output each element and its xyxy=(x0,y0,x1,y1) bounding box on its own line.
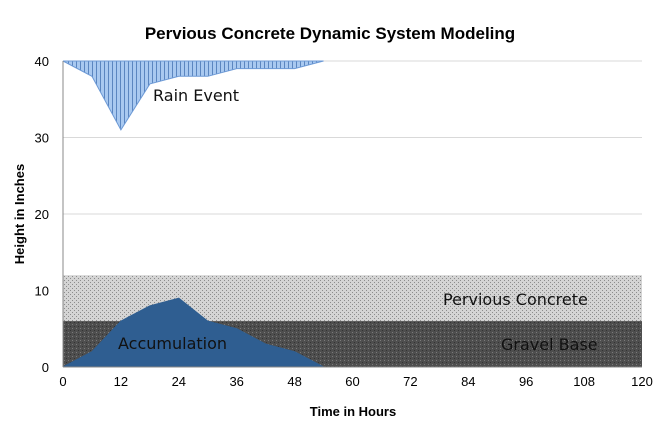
x-tick-label: 84 xyxy=(461,374,475,389)
y-tick-label: 20 xyxy=(35,207,49,222)
band-layer xyxy=(63,275,642,367)
x-tick-label: 12 xyxy=(114,374,128,389)
y-tick-label: 30 xyxy=(35,131,49,146)
y-tick-label: 40 xyxy=(35,54,49,69)
accumulation-label: Accumulation xyxy=(118,334,227,353)
tick-labels: 0 12 24 36 48 60 72 84 96 108 120 0 10 20 30 40 xyxy=(35,54,653,389)
y-axis-label: Height in Inches xyxy=(12,164,27,264)
x-tick-label: 72 xyxy=(403,374,417,389)
chart-title: Pervious Concrete Dynamic System Modelin… xyxy=(145,24,515,43)
x-tick-label: 60 xyxy=(345,374,359,389)
gridlines xyxy=(63,60,642,291)
y-tick-label: 0 xyxy=(42,360,49,375)
gravel-base-label: Gravel Base xyxy=(501,335,598,354)
x-axis-label: Time in Hours xyxy=(310,404,396,419)
rain-event-label: Rain Event xyxy=(153,86,239,105)
x-tick-label: 0 xyxy=(59,374,66,389)
x-tick-label: 24 xyxy=(172,374,186,389)
y-tick-label: 10 xyxy=(35,284,49,299)
x-tick-label: 108 xyxy=(573,374,595,389)
x-tick-label: 96 xyxy=(519,374,533,389)
series-accumulation-area xyxy=(62,297,324,368)
series-layer xyxy=(62,60,324,368)
series-rain-event-area xyxy=(62,60,324,131)
pervious-concrete-label: Pervious Concrete xyxy=(443,290,588,309)
x-tick-label: 120 xyxy=(631,374,653,389)
x-tick-label: 36 xyxy=(229,374,243,389)
x-tick-label: 48 xyxy=(287,374,301,389)
